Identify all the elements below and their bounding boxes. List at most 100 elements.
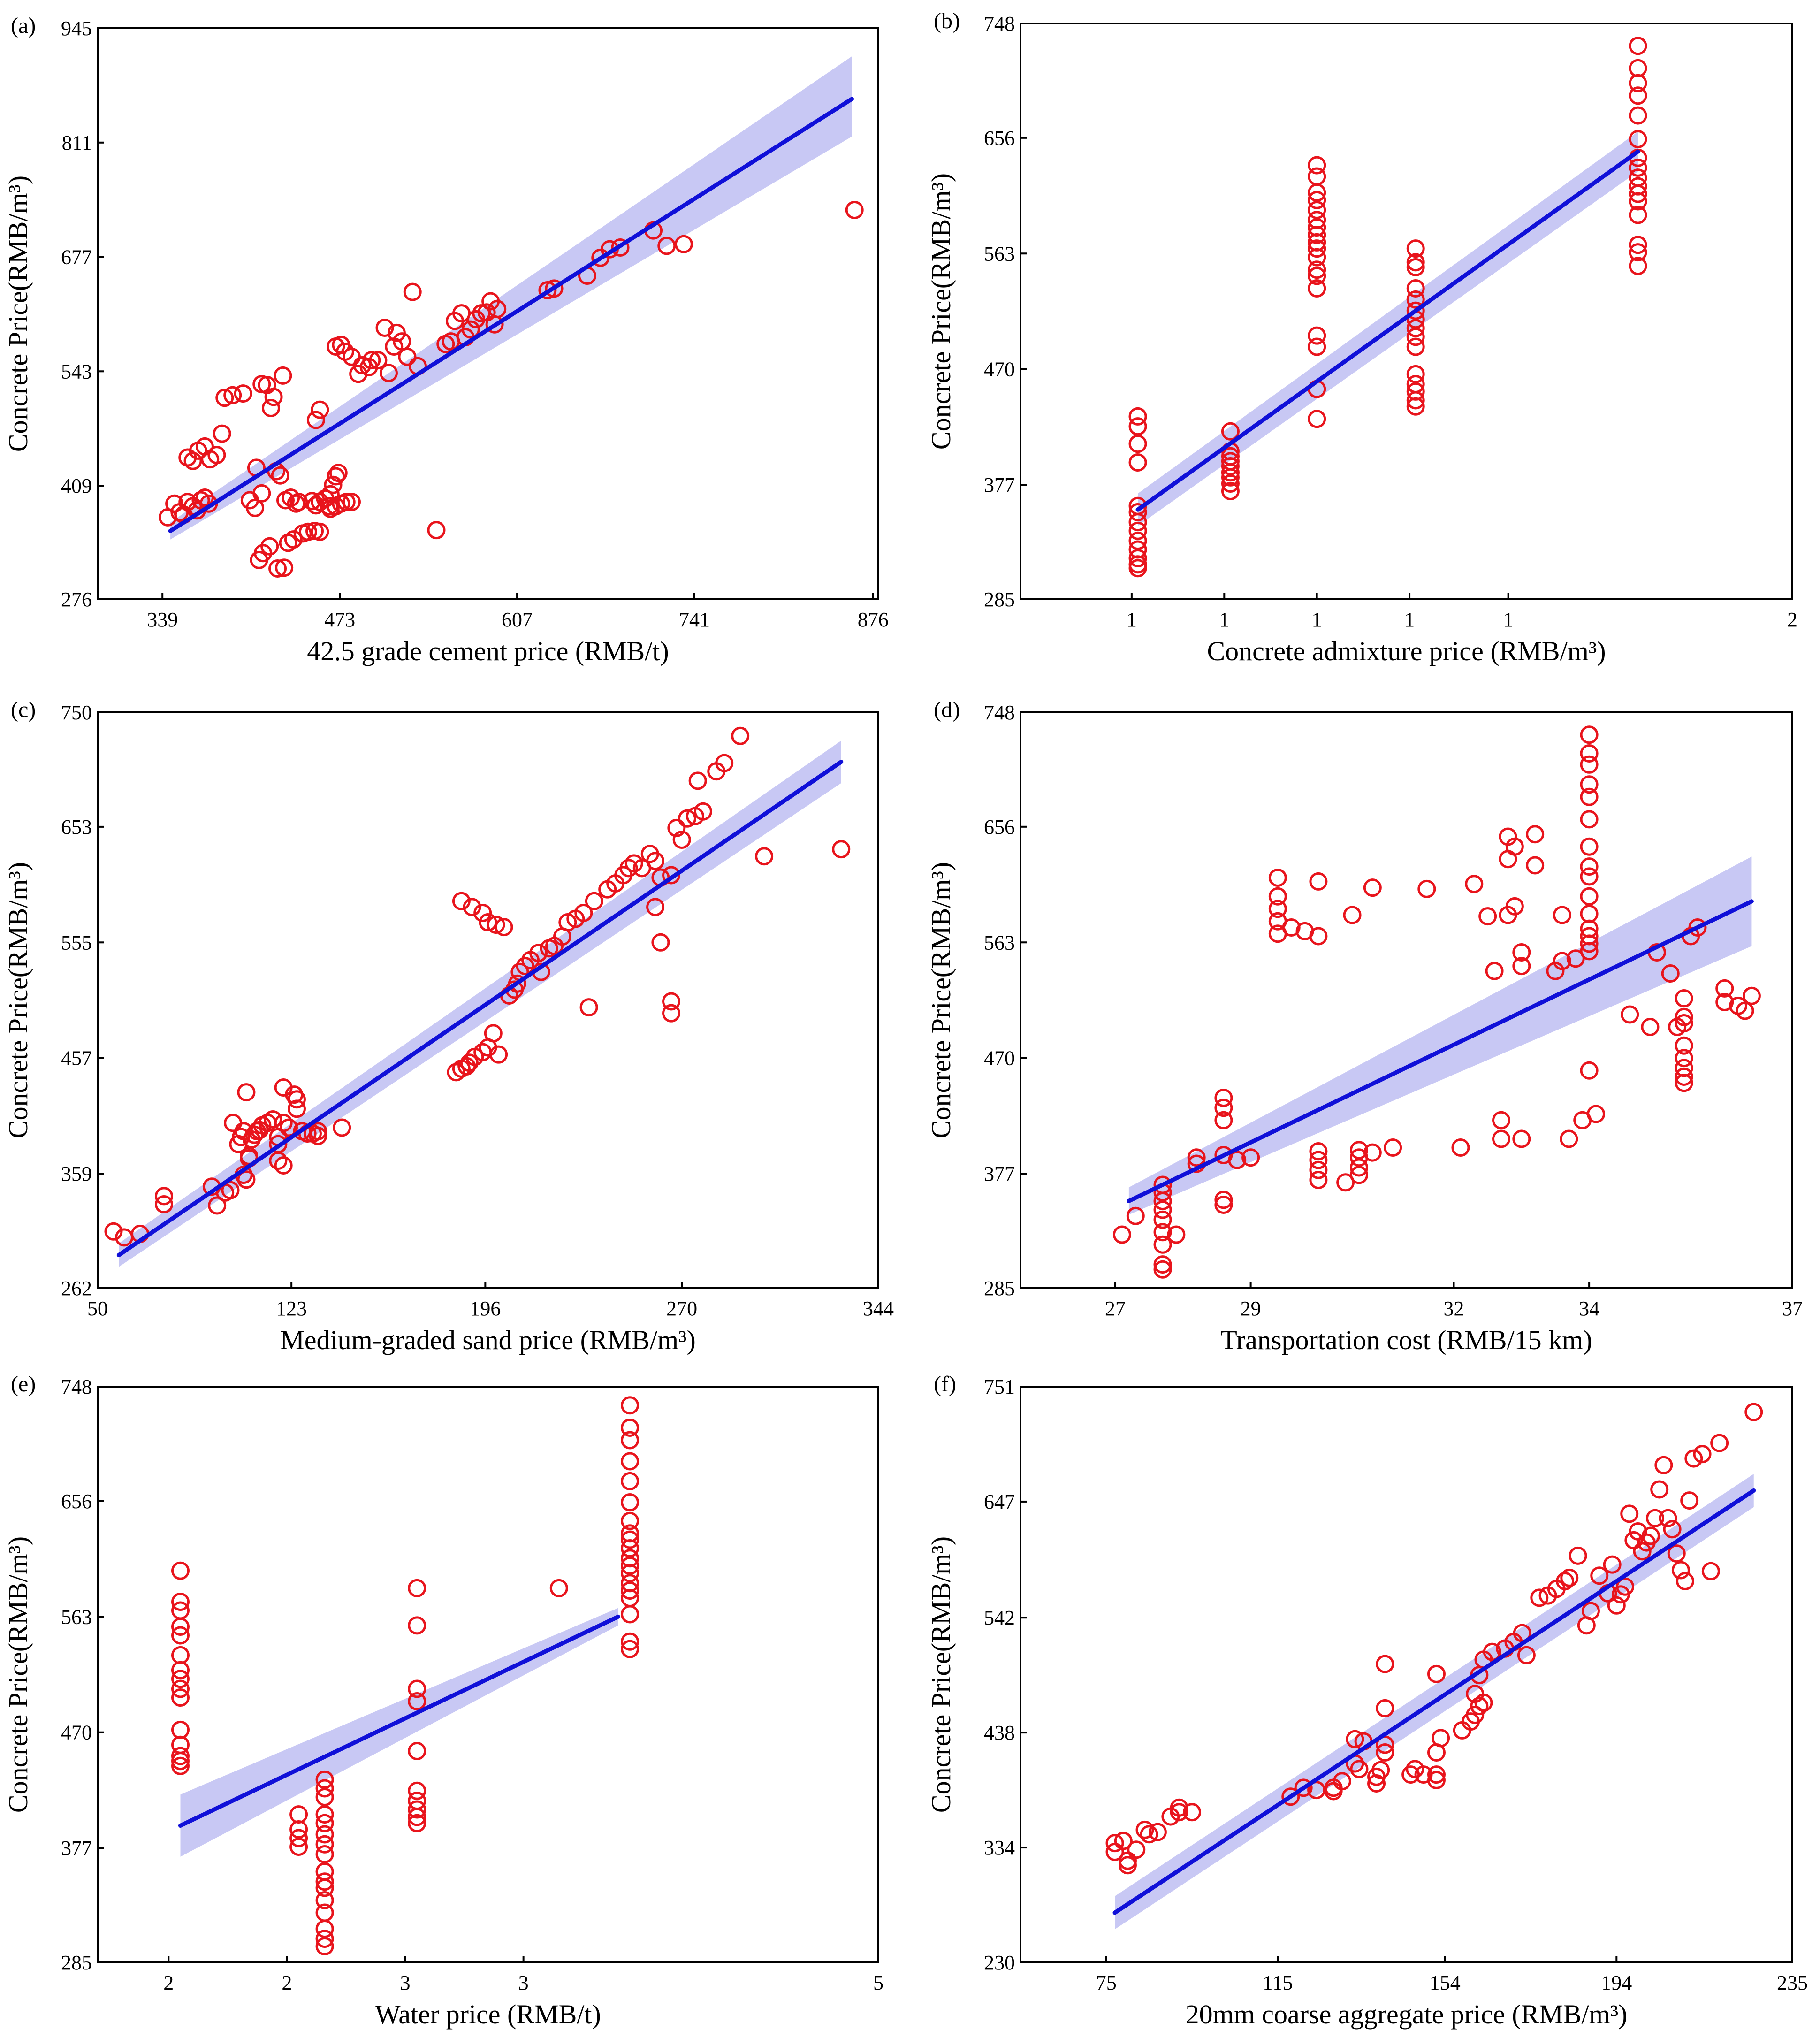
data-point	[408, 1692, 426, 1710]
data-point	[1384, 1138, 1402, 1157]
y-tick-label: 470	[61, 1721, 92, 1744]
plot-frame	[97, 711, 879, 1289]
regression-line	[168, 97, 854, 533]
data-point	[311, 522, 329, 541]
x-tick-label: 1	[1312, 608, 1322, 631]
data-point	[1675, 1036, 1693, 1055]
data-point	[1268, 887, 1287, 906]
y-tick-label: 945	[61, 17, 92, 40]
data-point	[731, 726, 750, 745]
data-point	[337, 493, 356, 511]
data-point	[1693, 1445, 1712, 1464]
data-point	[329, 464, 348, 482]
data-point	[315, 1825, 334, 1844]
data-point	[1309, 1160, 1328, 1179]
data-point	[1349, 1158, 1368, 1177]
data-point	[1629, 86, 1647, 105]
data-point	[408, 1679, 426, 1698]
data-point	[1406, 375, 1425, 394]
data-point	[315, 1814, 334, 1832]
data-point	[1308, 201, 1326, 220]
data-point	[1675, 989, 1693, 1008]
data-point	[1427, 1664, 1446, 1683]
data-point	[1346, 1730, 1364, 1748]
y-tick-label: 262	[61, 1277, 92, 1300]
data-point	[845, 200, 864, 219]
data-point	[268, 559, 287, 578]
data-point	[1654, 1456, 1673, 1474]
y-tick-label: 276	[61, 588, 92, 611]
data-point	[1153, 1260, 1172, 1279]
x-tick-label: 3	[400, 1971, 411, 1994]
y-tick-label: 647	[984, 1490, 1015, 1513]
data-point	[1427, 1771, 1446, 1789]
data-point	[1406, 253, 1425, 272]
data-point	[237, 1170, 256, 1189]
data-point	[1376, 1743, 1394, 1762]
data-point	[1105, 1834, 1124, 1853]
data-point	[171, 1679, 190, 1698]
data-point	[221, 1181, 240, 1199]
data-point	[333, 1118, 351, 1137]
data-point	[1566, 949, 1585, 968]
data-point	[1376, 1655, 1394, 1673]
data-point	[315, 1770, 334, 1789]
x-tick-label: 876	[858, 608, 889, 631]
data-point	[452, 892, 471, 910]
data-point	[1607, 1596, 1626, 1615]
data-point	[1616, 1577, 1635, 1596]
data-point	[1406, 290, 1425, 309]
y-tick-label: 470	[984, 1047, 1015, 1070]
data-point	[289, 493, 308, 511]
data-point	[1221, 452, 1240, 471]
y-tick-label: 656	[61, 1490, 92, 1513]
data-point	[1629, 130, 1647, 148]
data-point	[1128, 417, 1147, 436]
data-point	[621, 1418, 640, 1437]
data-point	[1309, 1170, 1328, 1189]
data-point	[252, 484, 271, 503]
data-point	[1308, 167, 1326, 186]
data-point	[1406, 301, 1425, 320]
data-point	[1363, 1143, 1382, 1162]
data-point	[1553, 952, 1571, 970]
panel-label: (f)	[934, 1372, 956, 1397]
data-point	[287, 1090, 306, 1109]
data-point	[1170, 1798, 1188, 1817]
y-axis-title: Concrete Price(RMB/m³)	[3, 1536, 33, 1813]
data-point	[1128, 435, 1147, 453]
data-point	[1308, 239, 1326, 258]
scatter-series	[1128, 37, 1647, 578]
regression-line	[1127, 899, 1754, 1203]
data-point	[1167, 1225, 1186, 1244]
data-point	[1406, 279, 1425, 298]
data-point	[1580, 744, 1599, 763]
data-point	[1350, 1760, 1369, 1778]
data-point	[234, 384, 252, 403]
data-point	[1406, 328, 1425, 346]
panel-label: (b)	[934, 8, 960, 33]
y-axis-title: Concrete Price(RMB/m³)	[926, 173, 956, 450]
data-point	[246, 498, 265, 517]
x-tick-label: 5	[873, 1971, 883, 1994]
data-point	[574, 903, 593, 922]
y-tick-label: 543	[61, 360, 92, 383]
data-point	[621, 1431, 640, 1450]
data-point	[651, 933, 670, 952]
x-tick-label: 34	[1579, 1297, 1599, 1320]
confidence-band	[170, 56, 852, 540]
y-axis-title: Concrete Price(RMB/m³)	[926, 1536, 956, 1813]
y-tick-label: 563	[61, 1605, 92, 1628]
data-point	[183, 451, 202, 470]
data-point	[1294, 1778, 1313, 1797]
data-point	[508, 974, 526, 993]
data-point	[1221, 447, 1240, 466]
x-tick-label: 2	[282, 1971, 292, 1994]
x-tick-label: 50	[87, 1297, 108, 1320]
data-point	[484, 1024, 503, 1043]
data-point	[1621, 1005, 1639, 1024]
data-point	[1140, 1825, 1158, 1844]
data-point	[315, 1788, 334, 1807]
data-point	[171, 1626, 190, 1645]
data-point	[1641, 1017, 1660, 1036]
